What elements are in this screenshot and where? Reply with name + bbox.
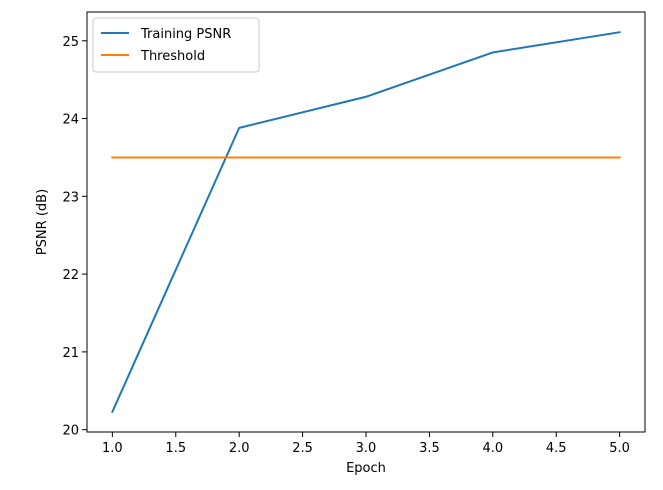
x-tick-label: 4.5 [546, 441, 567, 456]
x-axis: 1.0 1.5 2.0 2.5 3.0 3.5 4.0 4.5 5.0 [102, 432, 630, 456]
y-tick-label: 20 [62, 424, 79, 439]
legend-label: Threshold [140, 49, 205, 64]
legend-label: Training PSNR [140, 27, 231, 42]
series-training-psnr [111, 31, 621, 414]
x-tick-label: 3.5 [419, 441, 440, 456]
x-axis-label: Epoch [346, 461, 386, 476]
y-tick-label: 22 [62, 268, 79, 283]
x-tick-label: 4.0 [482, 441, 503, 456]
legend: Training PSNR Threshold [92, 17, 260, 73]
y-tick-label: 25 [62, 35, 79, 50]
x-tick-label: 1.0 [102, 441, 123, 456]
series-line [111, 31, 621, 414]
legend-box [92, 17, 260, 73]
y-axis: 20 21 22 23 24 25 [62, 35, 87, 439]
x-tick-label: 2.5 [292, 441, 313, 456]
y-tick-label: 24 [62, 113, 79, 128]
y-tick-label: 23 [62, 190, 79, 205]
x-tick-label: 5.0 [609, 441, 630, 456]
y-tick-label: 21 [62, 346, 79, 361]
x-tick-label: 1.5 [165, 441, 186, 456]
x-tick-label: 2.0 [229, 441, 250, 456]
series-layer [111, 31, 621, 414]
x-tick-label: 3.0 [356, 441, 377, 456]
y-axis-label: PSNR (dB) [35, 189, 50, 255]
